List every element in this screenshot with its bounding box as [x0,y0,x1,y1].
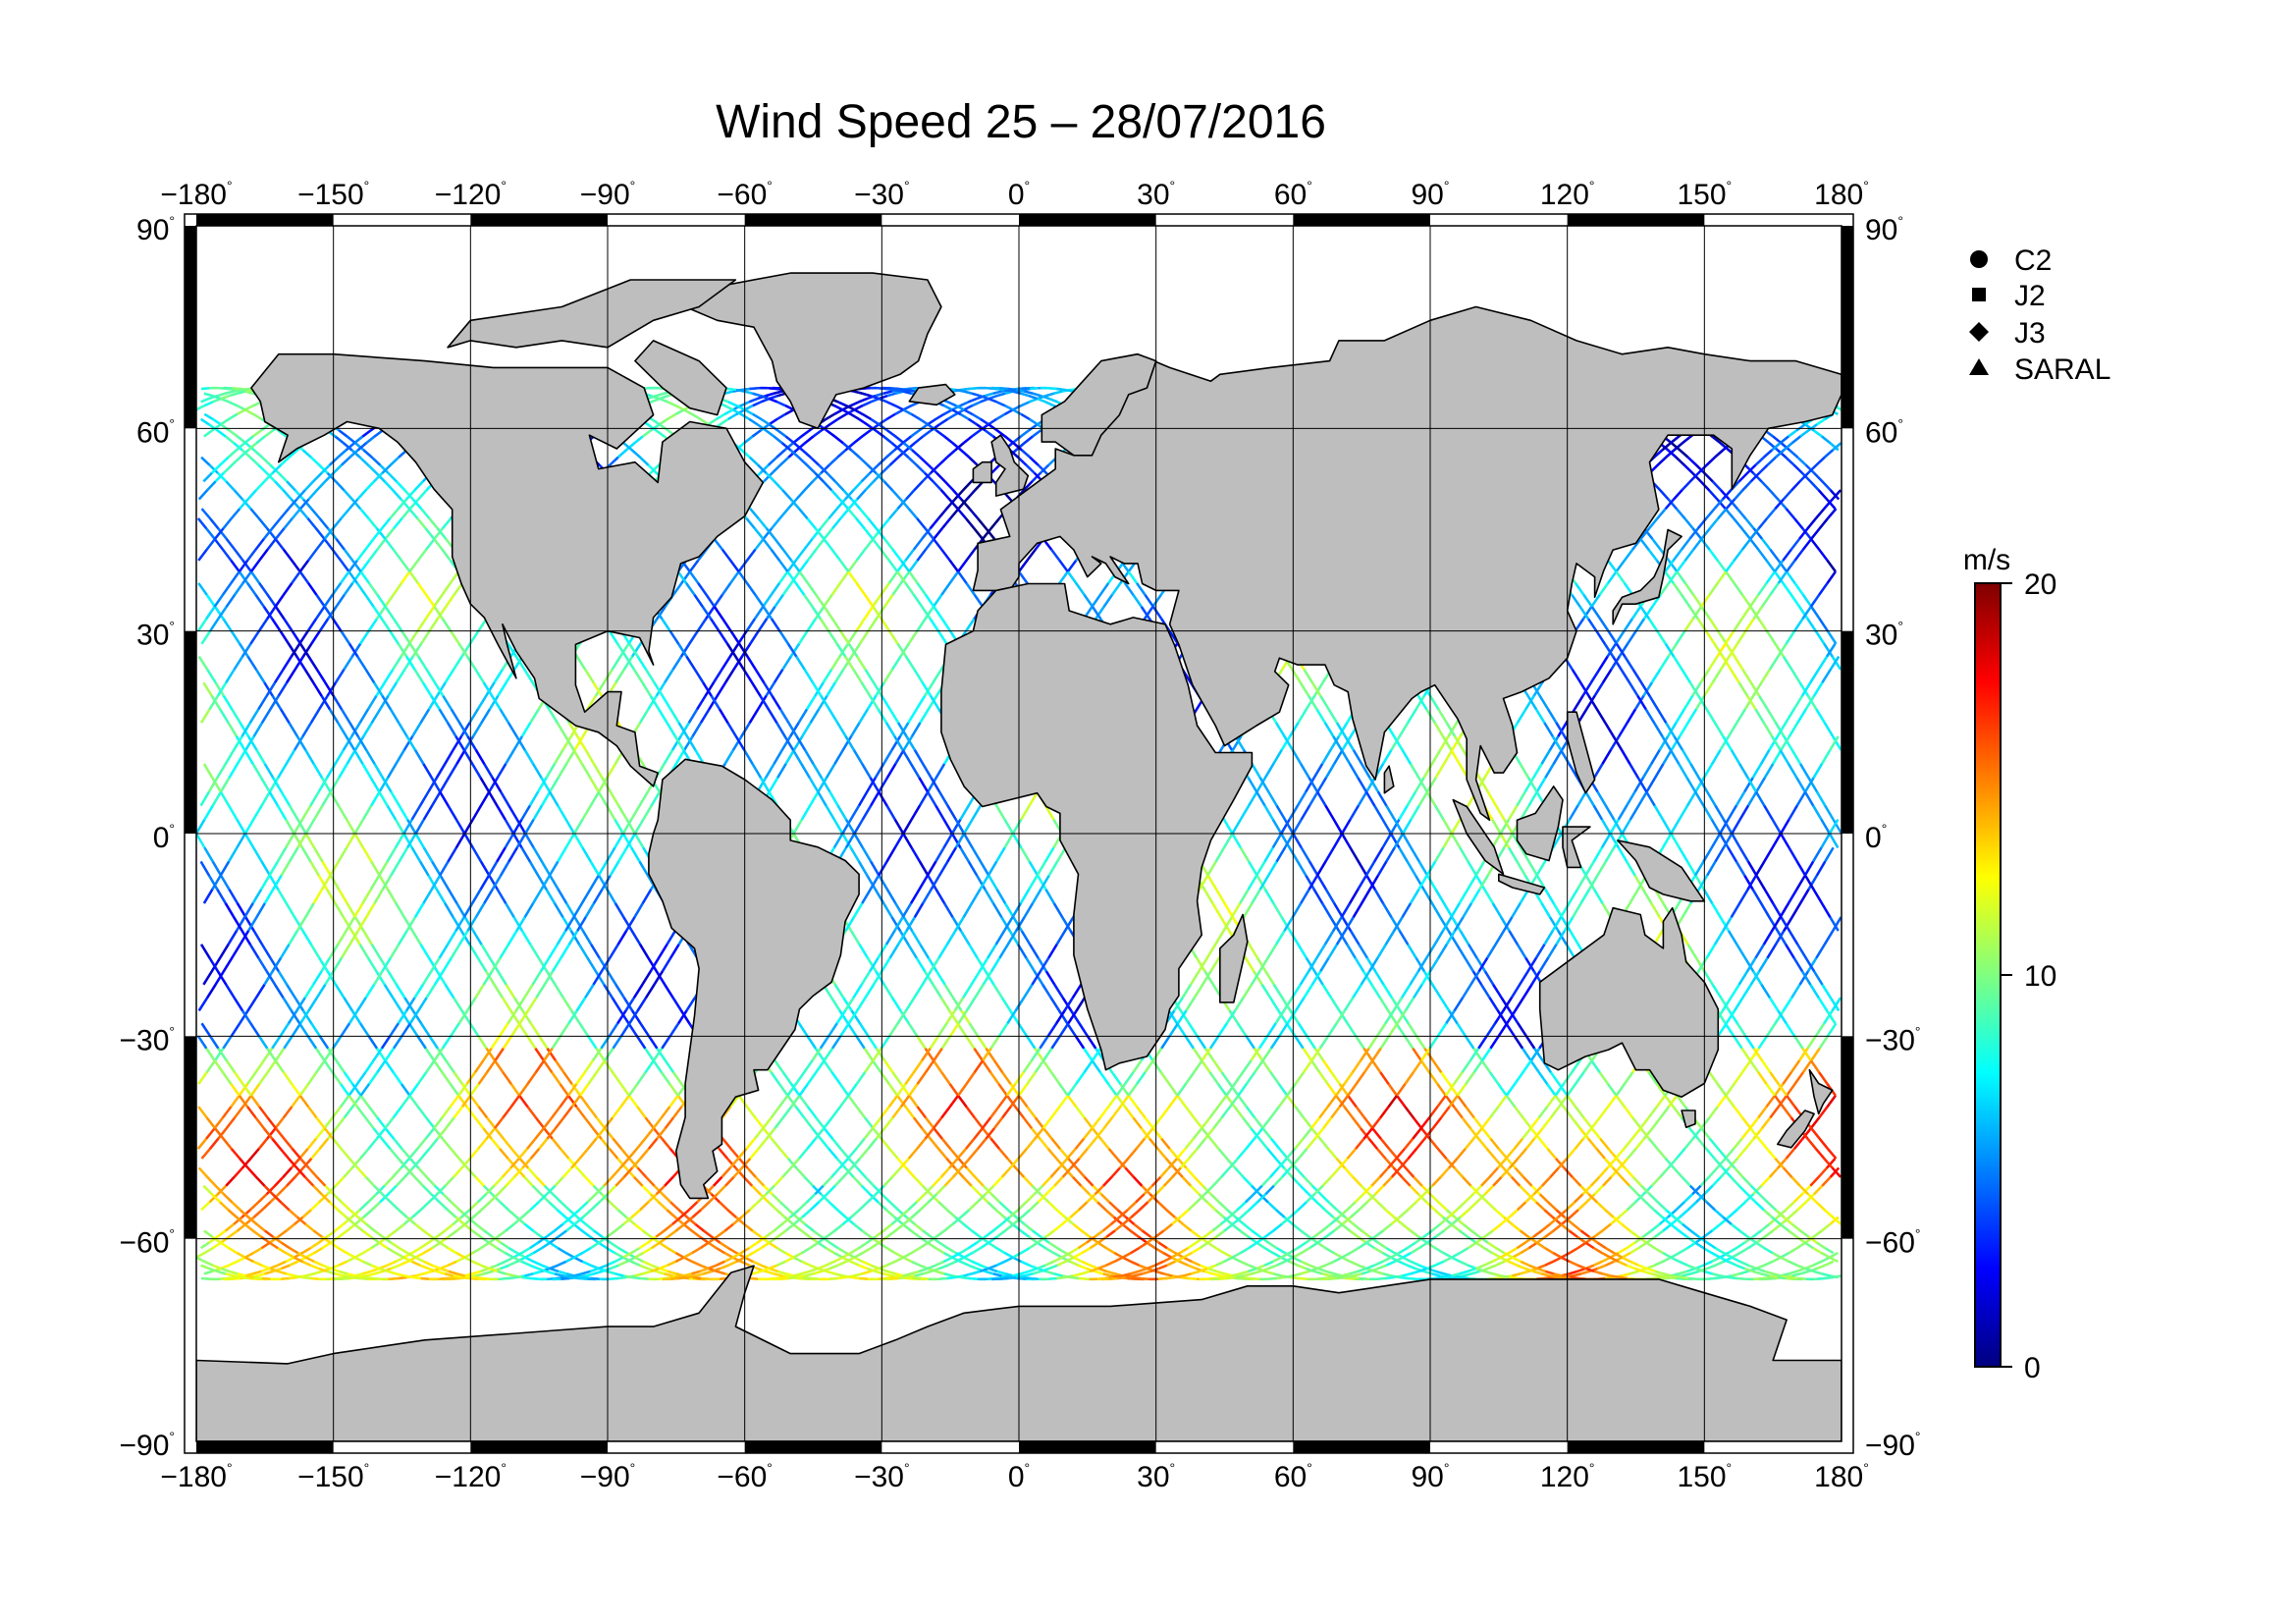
track-segment [1832,819,1842,835]
map-title: Wind Speed 25 – 28/07/2016 [716,96,1326,148]
map-panel: −180° −150° −120° −90° −60° −30° 0° 30° 60° 90° 12… [120,178,1921,1493]
